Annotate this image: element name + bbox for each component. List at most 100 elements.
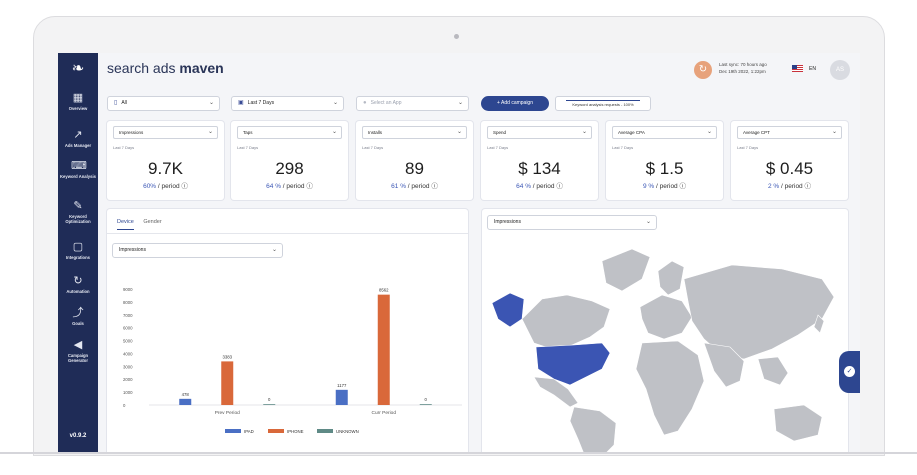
- tab-gender[interactable]: Gender: [143, 219, 162, 225]
- bar-iphone-0[interactable]: [221, 361, 234, 405]
- map-region-europe: [639, 294, 693, 340]
- y-tick-label: 0: [123, 403, 126, 408]
- map-region-south-america: [569, 406, 617, 452]
- map-region-southeast-asia: [757, 356, 789, 386]
- y-tick-label: 5000: [123, 339, 133, 344]
- sidebar-item-ads-manager[interactable]: ↗ Ads Manager: [58, 128, 98, 148]
- bar-iphone-1[interactable]: [377, 294, 390, 405]
- kpi-card-impressions: Impressions ⌄ Last 7 Days 9.7K 60% / peri…: [107, 121, 224, 200]
- date-select[interactable]: ▣ Last 7 Days ⌄: [231, 96, 344, 111]
- kpi-metric-select[interactable]: Average CPA ⌄: [612, 126, 717, 139]
- grid-icon: ▦: [72, 92, 84, 104]
- device-select[interactable]: ▯ All ⌄: [107, 96, 220, 111]
- kpi-delta: 9 % / period ⓘ: [606, 180, 723, 190]
- app-version: v0.9.2: [69, 433, 87, 439]
- y-tick-label: 7000: [123, 313, 133, 318]
- sidebar-item-label: Keyword Analysis: [60, 174, 96, 179]
- kpi-delta-pct: 2 %: [767, 183, 780, 190]
- kpi-delta: 2 % / period ⓘ: [731, 180, 848, 190]
- info-icon[interactable]: ⓘ: [556, 183, 563, 190]
- sidebar-item-automation[interactable]: ↻ Automation: [58, 274, 98, 294]
- map-panel: Impressions ⌄: [482, 209, 848, 452]
- app-select-placeholder: Select an App: [370, 100, 402, 106]
- kpi-metric-select[interactable]: Spend ⌄: [487, 126, 592, 139]
- map-region-alaska: [491, 292, 525, 328]
- keyboard-icon: ⌨: [71, 160, 87, 172]
- help-tab[interactable]: ✓: [839, 351, 860, 393]
- brand-light: search ads: [107, 60, 180, 76]
- sidebar-item-campaign-generator[interactable]: ◀ Campaign Generator: [58, 338, 98, 363]
- kpi-delta-pct: 64 %: [266, 183, 281, 190]
- info-icon[interactable]: ⓘ: [431, 183, 438, 190]
- bar-unknown-1[interactable]: [419, 404, 432, 405]
- bar-value-label: 0: [268, 397, 271, 402]
- kpi-delta: 61 % / period ⓘ: [356, 180, 473, 190]
- sidebar-item-keyword-analysis[interactable]: ⌨ Keyword Analysis: [58, 159, 98, 179]
- kpi-metric-select[interactable]: Average CPT ⌄: [737, 126, 842, 139]
- kpi-metric: Taps: [243, 130, 253, 135]
- kpi-delta-suffix: / period: [406, 183, 430, 190]
- language-selector[interactable]: EN: [809, 66, 816, 72]
- kpi-card-spend: Spend ⌄ Last 7 Days $ 134 64 % / period ⓘ: [481, 121, 598, 200]
- map-metric-select[interactable]: Impressions ⌄: [487, 215, 657, 230]
- kpi-card-installs: Installs ⌄ Last 7 Days 89 61 % / period ⓘ: [356, 121, 473, 200]
- chevron-down-icon: ⌄: [457, 100, 463, 106]
- date-select-value: Last 7 Days: [247, 100, 275, 106]
- kpi-card-average-cpa: Average CPA ⌄ Last 7 Days $ 1.5 9 % / per…: [606, 121, 723, 200]
- map-region-greenland: [601, 248, 651, 292]
- y-tick-label: 6000: [123, 326, 133, 331]
- app-icon: ●: [363, 100, 367, 106]
- chevron-down-icon: ⌄: [271, 247, 277, 253]
- phone-icon: ▯: [114, 100, 118, 106]
- kpi-period: Last 7 Days: [487, 145, 509, 150]
- device-select-value: All: [121, 100, 127, 106]
- app-select[interactable]: ● Select an App ⌄: [356, 96, 469, 111]
- kpi-delta-suffix: / period: [156, 183, 180, 190]
- brand-title: search ads maven: [107, 60, 224, 76]
- kpi-value: 9.7K: [148, 159, 183, 178]
- map-region-canada: [521, 294, 611, 350]
- y-tick-label: 2000: [123, 377, 133, 382]
- sidebar-item-label: Campaign Generator: [67, 353, 89, 363]
- add-campaign-button[interactable]: + Add campaign: [481, 96, 549, 111]
- bar-ipad-0[interactable]: [179, 398, 192, 405]
- progress-bar: [566, 100, 640, 101]
- map-region-africa: [635, 340, 705, 436]
- legend-swatch: [317, 429, 333, 433]
- kpi-delta-suffix: / period: [654, 183, 678, 190]
- x-tick-label: Curr Period: [371, 410, 396, 416]
- avatar[interactable]: AS: [830, 60, 850, 80]
- x-tick-label: Prev Period: [215, 410, 240, 416]
- app-logo-icon[interactable]: ❧: [71, 60, 85, 77]
- kpi-metric-select[interactable]: Installs ⌄: [362, 126, 467, 139]
- legend-label: IPAD: [244, 429, 254, 434]
- sidebar-item-keyword-optimization[interactable]: ✎ Keyword Optimization: [58, 199, 98, 224]
- bar-value-label: 0: [425, 397, 428, 402]
- sidebar-item-integrations[interactable]: ▢ Integrations: [58, 240, 98, 260]
- tab-device[interactable]: Device: [117, 219, 134, 230]
- bar-unknown-0[interactable]: [263, 404, 276, 405]
- sidebar-item-label: Automation: [66, 289, 90, 294]
- bar-ipad-1[interactable]: [335, 389, 348, 405]
- kpi-delta: 64 % / period ⓘ: [481, 180, 598, 190]
- sidebar-item-overview[interactable]: ▦ Overview: [58, 91, 98, 111]
- sidebar-item-goals[interactable]: ⤴ Goals: [58, 306, 98, 326]
- sidebar-item-label: Goals: [72, 321, 84, 326]
- kpi-metric: Installs: [368, 130, 383, 135]
- chart-metric-select[interactable]: Impressions ⌄: [112, 243, 283, 258]
- info-icon[interactable]: ⓘ: [804, 183, 812, 190]
- map-region-mexico: [533, 376, 579, 408]
- chevron-down-icon: ⌄: [331, 129, 337, 135]
- kpi-metric-select[interactable]: Impressions ⌄: [113, 126, 218, 139]
- sync-icon[interactable]: ↻: [694, 61, 712, 79]
- us-flag-icon[interactable]: [792, 65, 803, 72]
- kpi-metric-select[interactable]: Taps ⌄: [237, 126, 342, 139]
- last-sync: Last sync: 70 hours ago Dec 19th 2022, 1…: [719, 61, 789, 75]
- legend-label: UNKNOWN: [336, 429, 359, 434]
- kpi-value: $ 0.45: [765, 159, 814, 178]
- map-region-south-asia: [703, 342, 745, 388]
- info-icon[interactable]: ⓘ: [306, 183, 313, 190]
- info-icon[interactable]: ⓘ: [181, 183, 188, 190]
- info-icon[interactable]: ⓘ: [679, 183, 687, 190]
- kpi-card-average-cpt: Average CPT ⌄ Last 7 Days $ 0.45 2 % / pe…: [731, 121, 848, 200]
